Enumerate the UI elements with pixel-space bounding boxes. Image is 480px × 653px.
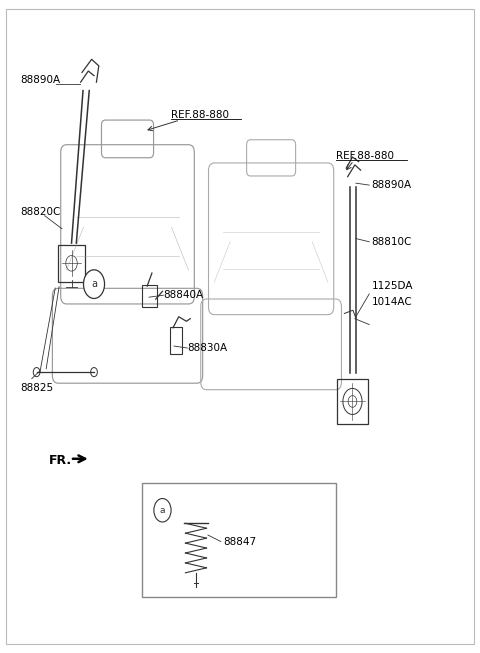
Circle shape [154, 498, 171, 522]
Text: 88830A: 88830A [187, 343, 228, 353]
Text: 88890A: 88890A [372, 180, 412, 190]
Text: 88847: 88847 [223, 537, 256, 547]
Text: 88825: 88825 [20, 383, 53, 393]
Text: a: a [160, 506, 165, 515]
Bar [142, 483, 336, 597]
Text: 88840A: 88840A [163, 290, 204, 300]
Text: FR.: FR. [48, 454, 72, 467]
Text: 1125DA: 1125DA [372, 281, 413, 291]
Text: REF.88-880: REF.88-880 [336, 151, 394, 161]
Text: REF.88-880: REF.88-880 [170, 110, 228, 120]
Circle shape [84, 270, 105, 298]
Text: 88890A: 88890A [20, 75, 60, 85]
Text: a: a [91, 279, 97, 289]
Text: 88820C: 88820C [20, 208, 60, 217]
Text: 1014AC: 1014AC [372, 297, 412, 308]
Text: 88810C: 88810C [372, 237, 412, 247]
